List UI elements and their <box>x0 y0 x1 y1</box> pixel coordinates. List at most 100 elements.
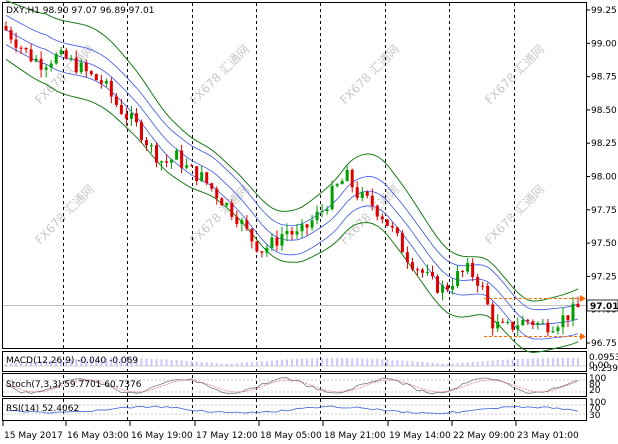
candle-body <box>9 30 13 40</box>
price-tick-label: 98.75 <box>591 73 617 83</box>
macd-histogram <box>3 358 586 367</box>
macd-panel-border <box>2 351 587 372</box>
candle-body <box>165 161 169 163</box>
candle-body <box>461 271 465 273</box>
candle-body <box>190 165 194 167</box>
band-line <box>5 14 579 311</box>
rsi-axis-30: 30 <box>589 411 601 421</box>
time-tick-label: 16 May 19:00 <box>131 431 193 441</box>
candle-body <box>4 25 8 31</box>
candle-body <box>511 321 515 330</box>
candle-body <box>566 315 570 321</box>
price-tick-label: 97.25 <box>591 272 617 282</box>
time-tick-label: 18 May 21:00 <box>324 431 386 441</box>
candle-body <box>270 237 274 248</box>
candle-body <box>295 231 299 235</box>
candle-body <box>355 187 359 198</box>
watermark-text: FX678 汇通网 <box>32 182 97 247</box>
candle-body <box>170 159 174 163</box>
candle-body <box>54 54 58 64</box>
candle-body <box>19 47 23 49</box>
candle-body <box>395 227 399 234</box>
candle-body <box>99 80 103 84</box>
candle-body <box>561 315 565 328</box>
candle-body <box>290 231 294 235</box>
symbol-header: DXY,H1 98.90 97.07 96.89 97.01 <box>6 6 154 16</box>
candle-body <box>185 165 189 168</box>
candle-body <box>350 169 354 188</box>
stoch-panel-border <box>2 373 587 397</box>
candle-body <box>315 211 319 221</box>
candle-body <box>516 325 520 330</box>
candle-body <box>576 303 580 308</box>
time-tick-label: 23 May 01:00 <box>517 431 579 441</box>
candle-body <box>446 285 450 290</box>
time-tick-label: 19 May 14:00 <box>389 431 451 441</box>
candle-body <box>541 322 545 324</box>
candle-body <box>59 50 63 55</box>
time-axis: 15 May 2017 16 May 03:00 16 May 19:00 17 Ma… <box>2 421 579 441</box>
candle-body <box>104 80 108 84</box>
candle-body <box>390 225 394 228</box>
candle-body <box>44 67 48 70</box>
candle-body <box>436 276 440 293</box>
candle-body <box>230 203 234 217</box>
candle-body <box>74 57 78 73</box>
candle-body <box>150 145 154 147</box>
candle-body <box>370 195 374 206</box>
candle-body <box>536 322 540 325</box>
candle-body <box>481 285 485 287</box>
candle-body <box>265 247 269 253</box>
candle-body <box>84 62 88 72</box>
watermark-group: FX678 汇通网 FX678 汇通网 FX678 汇通网 FX678 汇通网FX67… <box>32 42 547 247</box>
candle-body <box>425 271 429 273</box>
candle-body <box>39 58 43 70</box>
candle-body <box>556 327 560 332</box>
candle-body <box>79 62 83 73</box>
band-line <box>5 0 579 302</box>
candle-body <box>49 63 53 68</box>
candle-body <box>551 331 555 333</box>
rsi-levels <box>3 404 586 415</box>
candle-body <box>451 285 455 290</box>
stoch-axis-20: 20 <box>589 386 601 396</box>
stoch-signal-line <box>5 379 579 393</box>
candle-body <box>225 203 229 206</box>
candle-body <box>365 191 369 196</box>
candle-body <box>571 303 575 321</box>
candle-body <box>89 71 93 75</box>
candle-body <box>210 183 214 189</box>
candle-body <box>245 220 249 229</box>
candle-body <box>526 319 530 322</box>
candle-body <box>546 322 550 333</box>
time-tick-label: 16 May 03:00 <box>67 431 129 441</box>
candle-body <box>430 271 434 277</box>
candle-body <box>200 172 204 181</box>
candle-body <box>410 262 414 270</box>
price-tick-label: 97.75 <box>591 206 617 216</box>
candle-body <box>476 276 480 286</box>
candle-body <box>255 241 259 252</box>
candle-body <box>385 219 389 226</box>
candle-body <box>506 321 510 323</box>
watermark-text: FX678 汇通网 <box>187 42 252 107</box>
rsi-axis-100: 100 <box>589 398 606 408</box>
range-bottom-arrow <box>580 333 586 340</box>
candle-body <box>240 220 244 224</box>
stoch-axis-100: 100 <box>589 374 606 384</box>
candle-body <box>205 172 209 184</box>
range-box <box>484 298 582 337</box>
candle-body <box>375 205 379 217</box>
candle-body <box>195 166 199 181</box>
candles <box>4 21 580 337</box>
candle-body <box>29 49 33 62</box>
candle-body <box>24 47 28 50</box>
candle-body <box>129 113 133 119</box>
candle-body <box>325 209 329 212</box>
time-tick-label: 18 May 05:00 <box>260 431 322 441</box>
price-tag: 97.01 <box>586 299 618 312</box>
price-axis: 99.25 99.00 98.75 98.50 98.25 98.00 97.75 97.50… <box>586 6 617 349</box>
candle-body <box>471 262 475 277</box>
candle-body <box>155 145 159 163</box>
